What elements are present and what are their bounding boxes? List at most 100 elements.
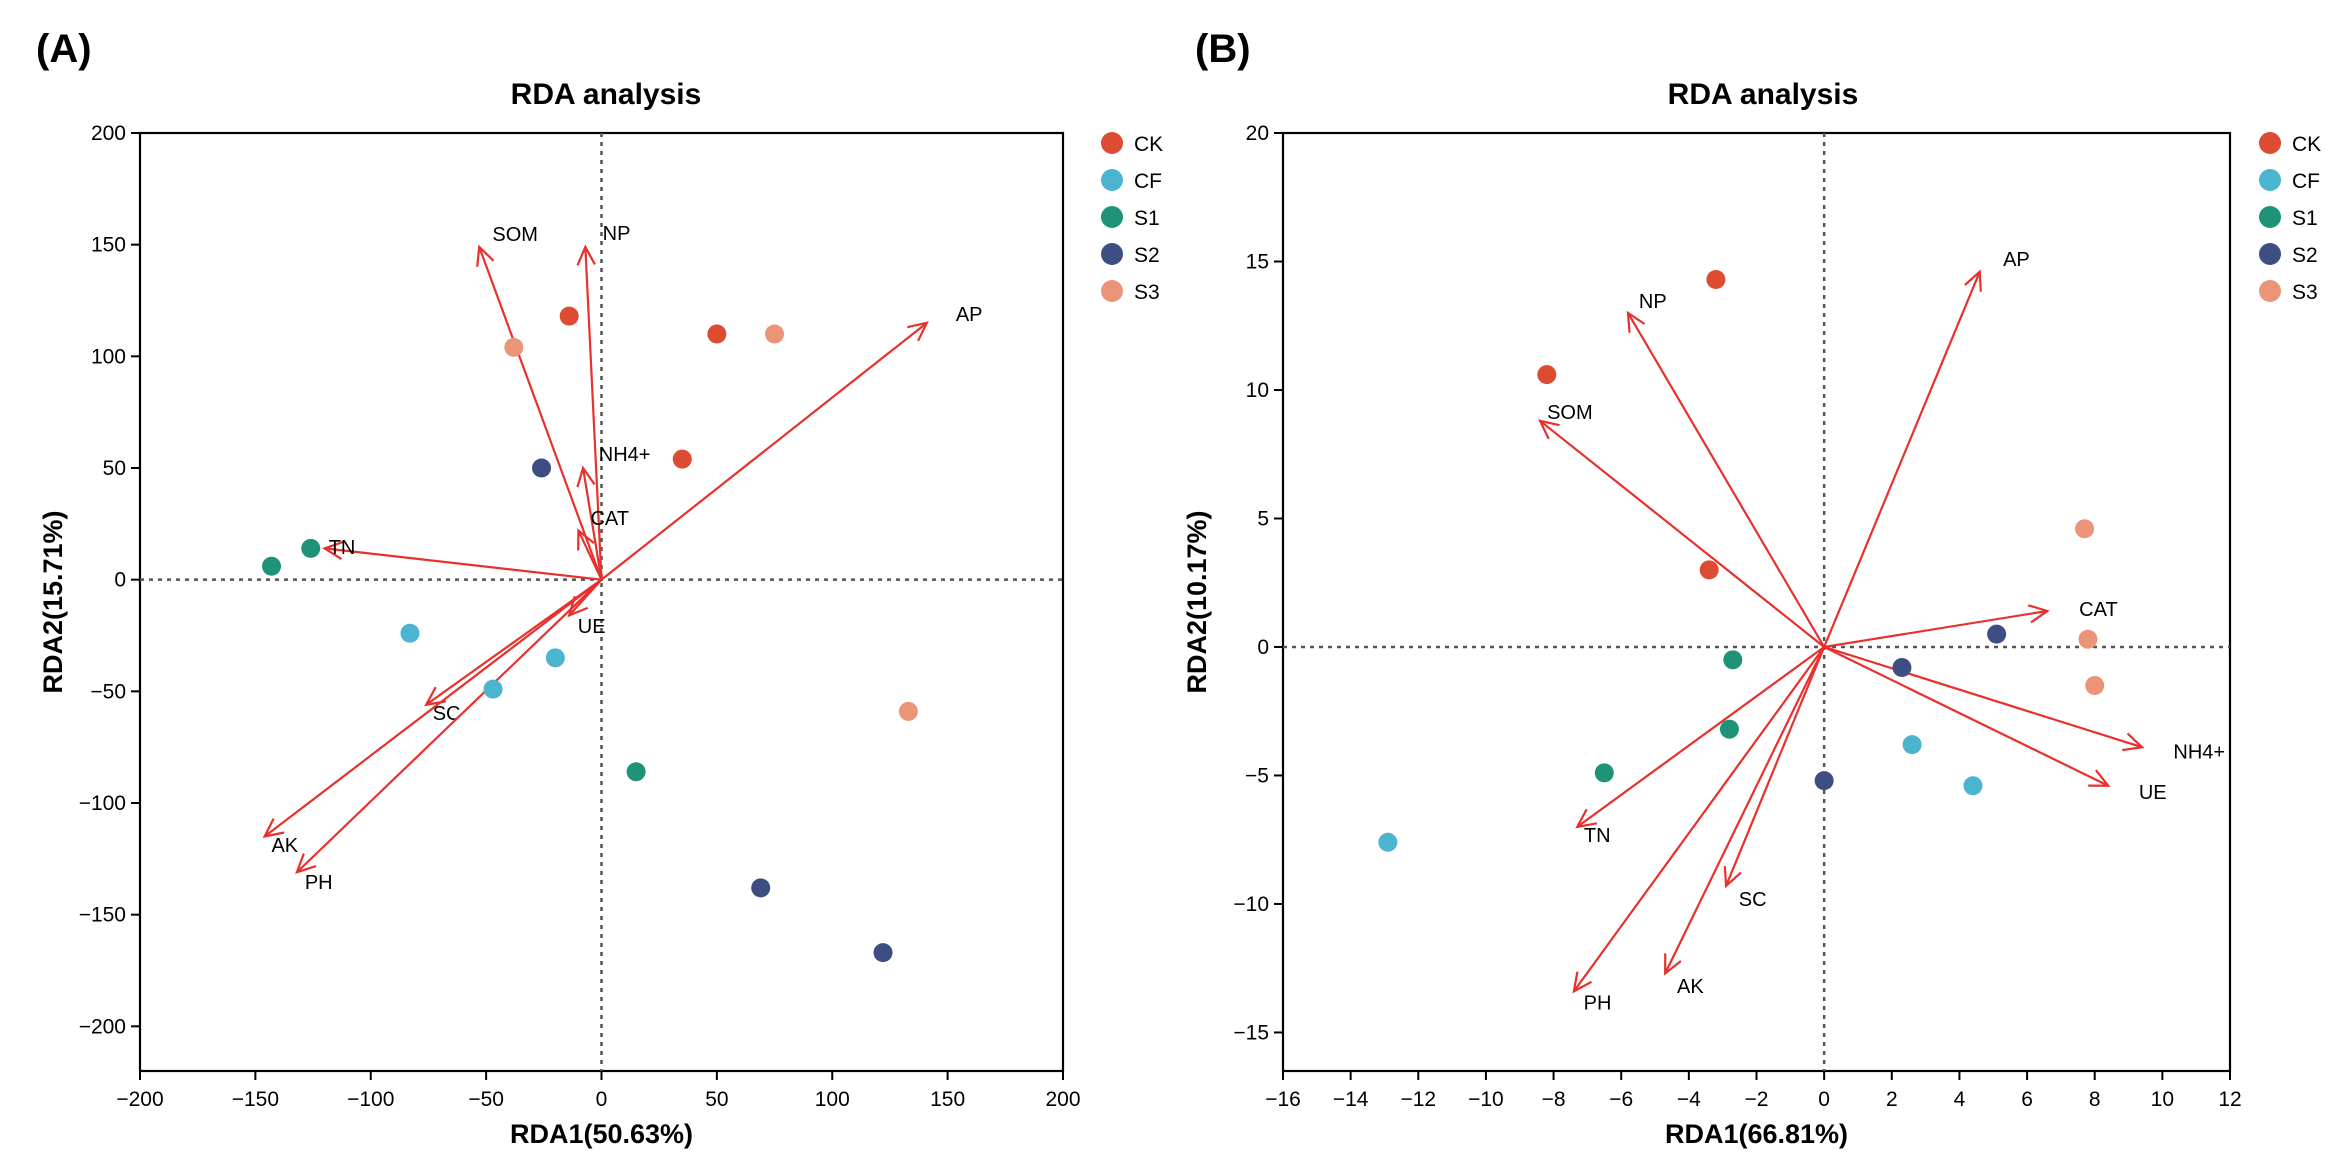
legend-label: S2 [2292, 244, 2318, 267]
x-tick-label: 0 [596, 1088, 608, 1111]
vector-label: TN [1584, 825, 1611, 847]
vector-shaft [1572, 646, 1826, 992]
vector-label: SOM [1547, 402, 1593, 424]
x-axis-label: RDA1(50.63%) [510, 1119, 693, 1149]
series-s2 [1814, 624, 2007, 791]
vector-shaft [1823, 645, 2143, 749]
x-tick-label: 8 [2089, 1088, 2101, 1111]
y-tick-label: −15 [1233, 1021, 1269, 1044]
legend-marker [1101, 169, 1123, 191]
y-tick-label: −10 [1233, 893, 1269, 916]
vector-arrowhead [1964, 269, 1982, 292]
vector-arrowhead [1723, 865, 1742, 889]
legend-item-s2: S2 [1101, 243, 1160, 267]
x-tick-label: −2 [1745, 1088, 1769, 1111]
vector-shaft [584, 246, 603, 580]
vector-arrowhead [1575, 808, 1598, 829]
legend-label: CK [2292, 133, 2321, 156]
vector-shaft [1539, 419, 1825, 648]
vector-label: TN [329, 537, 356, 559]
x-tick-label: 100 [815, 1088, 850, 1111]
sample-point-s1 [1719, 719, 1739, 739]
y-tick-label: −50 [90, 680, 126, 703]
legend-item-cf: CF [2259, 169, 2320, 193]
sample-point-cf [545, 648, 565, 668]
legend-label: S2 [1134, 244, 1160, 267]
vector-label: UE [2139, 782, 2167, 804]
vector-arrowhead [295, 853, 317, 874]
env-vector-som: SOM [476, 224, 603, 581]
sample-point-ck [707, 324, 727, 344]
y-axis-label: RDA2(10.17%) [1182, 510, 1212, 693]
y-tick-label: 0 [114, 569, 126, 592]
panel-letter: (B) [1195, 27, 1251, 71]
y-tick-label: 150 [91, 234, 126, 257]
legend-item-s3: S3 [2259, 280, 2318, 304]
legend-item-ck: CK [2259, 132, 2321, 156]
y-tick-label: 10 [1246, 379, 1269, 402]
sample-point-s2 [1892, 658, 1912, 678]
vector-shaft [1823, 609, 2048, 649]
vector-label: PH [305, 872, 333, 894]
vector-shaft [1627, 312, 1826, 648]
sample-point-ck [1699, 560, 1719, 580]
vector-shaft [600, 321, 928, 581]
x-axis-label: RDA1(66.81%) [1665, 1119, 1848, 1149]
env-vector-ap: AP [1823, 249, 2030, 648]
sample-point-ck [672, 449, 692, 469]
vector-label: CAT [590, 508, 629, 530]
y-tick-label: 50 [103, 457, 126, 480]
legend-label: S1 [2292, 207, 2318, 230]
sample-point-ck [559, 306, 579, 326]
env-vector-ak: AK [262, 578, 603, 857]
env-vector-cat: CAT [1823, 599, 2118, 649]
vector-shaft [425, 578, 603, 706]
y-tick-label: 0 [1257, 636, 1269, 659]
legend-marker [2259, 206, 2281, 228]
sample-point-s3 [898, 701, 918, 721]
y-tick-label: −150 [79, 904, 126, 927]
vector-label: AP [2003, 249, 2030, 271]
x-tick-label: 10 [2151, 1088, 2174, 1111]
x-tick-label: −8 [1542, 1088, 1566, 1111]
sample-point-s2 [1987, 624, 2007, 644]
panel-a: (A) RDA analysis −200 −150 −100 −50 0 50 100 150 2… [36, 27, 1163, 1149]
env-vector-nh4plus: NH4+ [1823, 645, 2225, 763]
series-s1 [262, 538, 646, 782]
legend-item-ck: CK [1101, 132, 1163, 156]
x-tick-label: 200 [1045, 1088, 1080, 1111]
chart-title: RDA analysis [511, 78, 702, 111]
vector-label: AP [956, 304, 983, 326]
legend-label: CF [2292, 170, 2320, 193]
env-vector-ak: AK [1664, 646, 1826, 998]
env-vector-tn: TN [1575, 646, 1825, 847]
vector-label: NP [1639, 291, 1667, 313]
vector-shaft [263, 578, 603, 838]
sample-point-s3 [2075, 519, 2095, 539]
x-tick-label: 2 [1886, 1088, 1898, 1111]
sample-point-cf [1963, 776, 1983, 796]
vector-label: NH4+ [2173, 741, 2225, 763]
legend-item-s1: S1 [2259, 206, 2318, 230]
vector-arrowhead [907, 321, 929, 342]
env-vector-np: NP [576, 223, 630, 580]
sample-point-s3 [765, 324, 785, 344]
y-tick-label: −200 [79, 1015, 126, 1038]
sample-point-cf [483, 679, 503, 699]
panel-b: (B) RDA analysis −16 −14 −12 −10 −8 −6 −4 −2 0 2 4 6 8… [1182, 27, 2321, 1149]
env-vector-ph: PH [1572, 646, 1826, 1015]
vector-arrowhead [262, 818, 285, 839]
x-tick-label: −4 [1677, 1088, 1701, 1111]
y-tick-label: 100 [91, 345, 126, 368]
series-s3 [2075, 519, 2105, 696]
vector-arrowhead [1626, 310, 1646, 333]
env-vector-tn: TN [322, 537, 602, 581]
x-tick-label: −10 [1468, 1088, 1504, 1111]
sample-point-s2 [751, 878, 771, 898]
x-tick-label: −16 [1265, 1088, 1301, 1111]
panel-letter: (A) [36, 27, 92, 71]
vector-shaft [577, 530, 603, 581]
vector-shaft [1823, 645, 2109, 787]
sample-point-s2 [532, 458, 552, 478]
